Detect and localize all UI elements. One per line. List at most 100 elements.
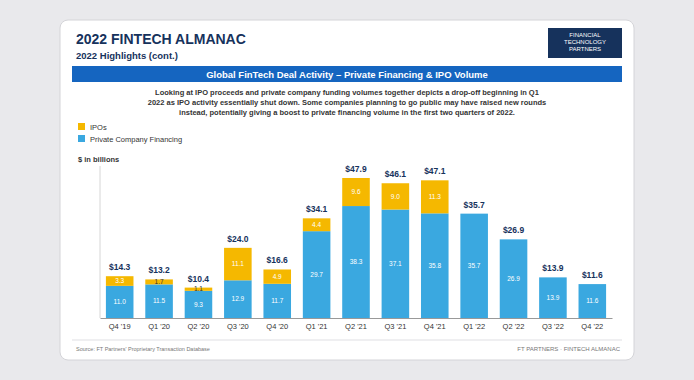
x-axis: Q4 '19 Q1 '20 Q2 '20 Q3 '20 Q4 '20 Q1 '21 Q2 '… bbox=[101, 318, 613, 331]
x-tick: Q4 '21 bbox=[424, 318, 446, 331]
bar-segment bbox=[579, 284, 607, 318]
total-label: $35.7 bbox=[464, 200, 486, 210]
x-tick: Q3 '22 bbox=[542, 318, 564, 331]
x-tick-label: Q1 '21 bbox=[306, 322, 328, 331]
bar-segment bbox=[263, 284, 291, 318]
y-axis-line bbox=[100, 166, 101, 318]
x-axis-line bbox=[101, 318, 613, 319]
x-tick: Q4 '22 bbox=[581, 318, 603, 331]
segment-label: 9.0 bbox=[391, 193, 400, 200]
bar-segment bbox=[342, 206, 370, 318]
x-tick: Q4 '20 bbox=[266, 318, 288, 331]
bar-segment bbox=[500, 239, 528, 318]
bar-segment bbox=[421, 180, 449, 213]
segment-label: 3.3 bbox=[115, 277, 124, 284]
segment-label: 38.3 bbox=[350, 258, 363, 265]
bar-segment bbox=[263, 269, 291, 283]
bar-segment bbox=[382, 210, 410, 318]
slide bbox=[60, 20, 634, 360]
x-tick: Q2 '21 bbox=[345, 318, 367, 331]
x-tick-label: Q2 '20 bbox=[188, 322, 210, 331]
total-label: $13.9 bbox=[542, 263, 564, 273]
segment-label: 9.6 bbox=[351, 188, 360, 195]
x-tick-label: Q2 '21 bbox=[345, 322, 367, 331]
background bbox=[0, 0, 694, 380]
footer: FT PARTNERS · FINTECH ALMANAC bbox=[517, 346, 620, 352]
x-tick: Q1 '21 bbox=[306, 318, 328, 331]
x-tick: Q1 '20 bbox=[148, 318, 170, 331]
bar-segment bbox=[106, 276, 134, 286]
total-label: $34.1 bbox=[306, 204, 328, 214]
bar-segment bbox=[224, 280, 252, 318]
bar-segment bbox=[421, 213, 449, 318]
segment-label: 35.7 bbox=[468, 262, 481, 269]
segment-label: 9.3 bbox=[194, 301, 203, 308]
segment-label: 29.7 bbox=[310, 271, 323, 278]
bar-segment bbox=[303, 231, 331, 318]
bar-segment bbox=[224, 248, 252, 280]
total-label: $26.9 bbox=[503, 225, 525, 235]
source: Source: FT Partners' Proprietary Transac… bbox=[76, 346, 210, 352]
x-tick: Q1 '22 bbox=[463, 318, 485, 331]
segment-label: 35.8 bbox=[428, 262, 441, 269]
bar-segment bbox=[106, 286, 134, 318]
bar-segment bbox=[382, 183, 410, 209]
segment-label: 4.4 bbox=[312, 221, 321, 228]
segment-label: 11.7 bbox=[271, 297, 284, 304]
segment-label: 12.9 bbox=[232, 295, 245, 302]
bar-segment bbox=[185, 291, 213, 318]
x-tick-label: Q4 '21 bbox=[424, 322, 446, 331]
description: 2022 as IPO activity essentially shut do… bbox=[148, 98, 546, 107]
banner bbox=[72, 66, 622, 82]
x-tick-label: Q4 '20 bbox=[266, 322, 288, 331]
total-label: $47.9 bbox=[345, 164, 367, 174]
segment-label: 11.0 bbox=[114, 298, 127, 305]
legend-label: IPOs bbox=[90, 123, 107, 132]
x-tick: Q3 '20 bbox=[227, 318, 249, 331]
total-label: $24.0 bbox=[227, 234, 249, 244]
segment-label: 11.6 bbox=[586, 297, 599, 304]
x-tick-label: Q4 '22 bbox=[581, 322, 603, 331]
x-tick-label: Q3 '21 bbox=[384, 322, 406, 331]
legend-swatch bbox=[78, 135, 85, 142]
segment-label: 4.9 bbox=[273, 273, 282, 280]
bar-segment bbox=[303, 218, 331, 231]
x-tick-label: Q3 '20 bbox=[227, 322, 249, 331]
logo: FINANCIALTECHNOLOGYPARTNERS bbox=[564, 32, 606, 52]
header: 2022 FINTECH ALMANAC bbox=[76, 31, 246, 47]
total-label: $11.6 bbox=[582, 270, 603, 280]
segment-label: 11.1 bbox=[232, 260, 245, 267]
title: Global FinTech Deal Activity – Private F… bbox=[206, 69, 488, 80]
segment-label: 1.1 bbox=[194, 285, 203, 292]
x-tick-label: Q1 '20 bbox=[148, 322, 170, 331]
x-tick-label: Q2 '22 bbox=[503, 322, 525, 331]
segment-label: 26.9 bbox=[507, 275, 520, 282]
total-label: $46.1 bbox=[385, 169, 407, 179]
segment-label: 11.3 bbox=[429, 193, 442, 200]
x-tick-label: Q4 '19 bbox=[109, 322, 131, 331]
x-tick-label: Q1 '22 bbox=[463, 322, 485, 331]
header-subtitle: 2022 Highlights (cont.) bbox=[76, 50, 178, 61]
description: instead, potentially giving a boost to p… bbox=[179, 108, 515, 117]
bar-segment bbox=[145, 284, 173, 318]
total-label: $14.3 bbox=[109, 262, 131, 272]
footer-rule bbox=[72, 340, 622, 341]
x-tick-label: Q3 '22 bbox=[542, 322, 564, 331]
bar-segment bbox=[342, 178, 370, 206]
total-label: $10.4 bbox=[188, 274, 210, 284]
total-label: $13.2 bbox=[148, 265, 170, 275]
data-labels: 11.0 11.5 9.3 12.9 11.7 29.7 38.3 37.1 35.8 35.7 2… bbox=[109, 164, 603, 308]
x-tick: Q4 '19 bbox=[109, 318, 131, 331]
logo-box bbox=[548, 28, 622, 58]
segment-label: 11.5 bbox=[153, 297, 166, 304]
bar-segment bbox=[539, 277, 567, 318]
segment-label: 13.9 bbox=[547, 294, 560, 301]
legend-swatch bbox=[78, 123, 85, 130]
segment-label: 37.1 bbox=[389, 260, 402, 267]
x-tick: Q2 '22 bbox=[503, 318, 525, 331]
x-tick: Q3 '21 bbox=[384, 318, 406, 331]
bar-segment bbox=[460, 214, 488, 318]
bars bbox=[106, 178, 606, 318]
legend-label: Private Company Financing bbox=[90, 135, 182, 144]
description: Looking at IPO proceeds and private comp… bbox=[155, 88, 539, 97]
